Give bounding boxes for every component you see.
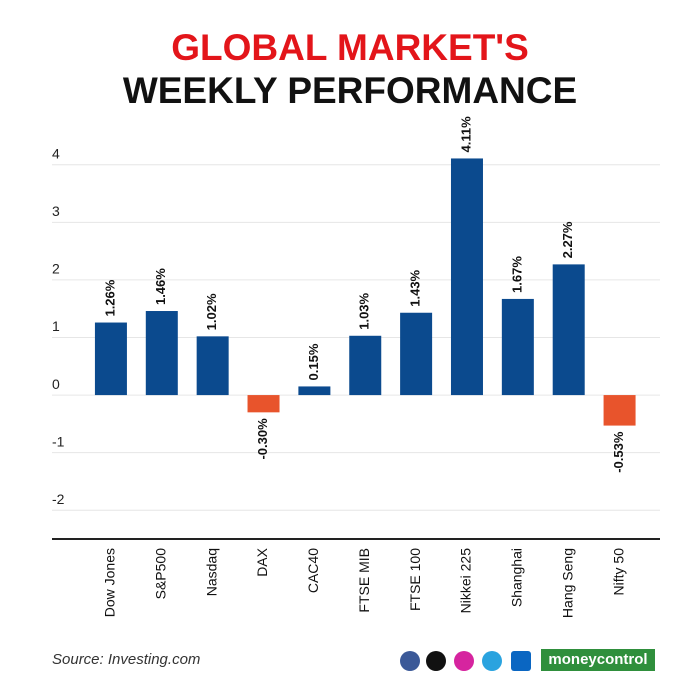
y-tick-label: -1: [52, 433, 65, 449]
y-tick-label: 1: [52, 318, 60, 334]
y-tick-label: 0: [52, 376, 60, 392]
y-tick-label: 4: [52, 145, 60, 161]
x-tick-label: FTSE 100: [407, 548, 423, 611]
bar: [450, 158, 483, 396]
value-label: -0.53%: [611, 431, 626, 473]
x-tick-label: Nifty 50: [610, 548, 626, 596]
brand: moneycontrol: [548, 651, 647, 668]
chart-title: GLOBAL MARKET'S: [171, 27, 529, 68]
bar: [145, 311, 178, 396]
x-tick-label: Hang Seng: [559, 548, 575, 618]
x-tick-label: FTSE MIB: [356, 548, 372, 613]
x-tick-label: Nikkei 225: [458, 548, 474, 614]
brand-box: [541, 649, 655, 671]
bar: [196, 336, 229, 396]
source: Source: Investing.com: [52, 651, 200, 668]
bar: [94, 322, 127, 396]
bar: [400, 312, 433, 396]
chart-subtitle: WEEKLY PERFORMANCE: [123, 70, 577, 111]
value-label: -0.30%: [255, 418, 270, 460]
x-tick-label: DAX: [254, 547, 270, 576]
bar: [247, 395, 280, 413]
value-label: 1.03%: [357, 292, 372, 329]
x-tick-label: Dow Jones: [102, 548, 118, 617]
value-label: 1.02%: [204, 293, 219, 330]
bar: [349, 335, 382, 396]
x-tick-label: Nasdaq: [203, 548, 219, 596]
value-label: 2.27%: [560, 221, 575, 258]
y-tick-label: 2: [52, 261, 60, 277]
x-tick-label: Shanghai: [509, 548, 525, 607]
bar: [603, 395, 636, 426]
value-label: 1.67%: [509, 256, 524, 293]
value-label: 0.15%: [306, 343, 321, 380]
y-tick-label: -2: [52, 491, 65, 507]
value-label: 1.26%: [102, 279, 117, 316]
x-tick-label: S&P500: [152, 548, 168, 600]
value-label: 1.46%: [153, 268, 168, 305]
y-tick-label: 3: [52, 203, 60, 219]
value-label: 1.43%: [408, 269, 423, 306]
bar: [552, 264, 585, 396]
bar: [298, 386, 331, 396]
value-label: 4.11%: [458, 116, 473, 153]
x-tick-label: CAC40: [305, 548, 321, 593]
social-icons: [400, 651, 531, 671]
bar: [501, 298, 534, 396]
